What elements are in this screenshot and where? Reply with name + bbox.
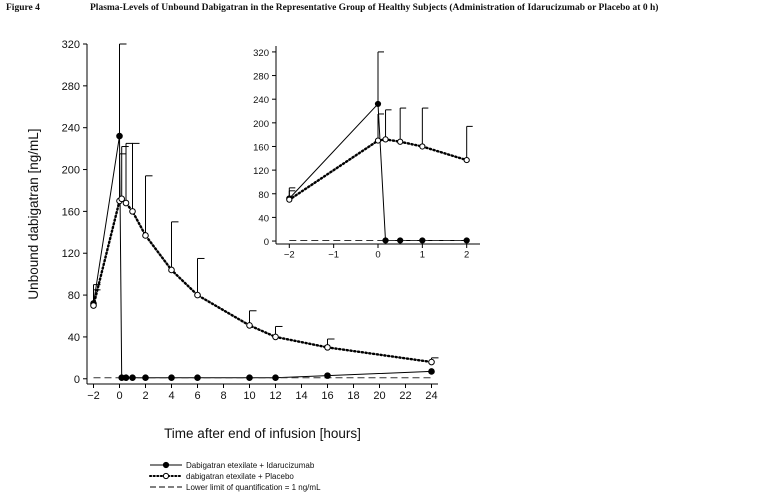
inset-x-tick-label: −1 [328,250,339,261]
inset-y-tick-label: 0 [264,237,269,248]
main-x-tick-label: 2 [142,390,148,402]
inset-y-tick-label: 200 [253,119,269,130]
main-x-tick-label: 16 [321,390,333,402]
inset-x-tick-label: 1 [420,250,425,261]
main-series-1-point [194,291,201,299]
inset-series-0-point [374,100,382,108]
inset-y-tick-label: 120 [253,166,269,177]
legend-marker-1 [162,472,170,480]
main-x-axis-label: Time after end of infusion [hours] [164,426,361,441]
main-y-tick-label: 120 [62,248,80,260]
legend-item-label: Lower limit of quantification = 1 ng/mL [186,483,321,492]
main-x-tick-label: 22 [399,390,411,402]
inset-series-0-point [382,237,389,244]
main-series-0-point [324,372,331,379]
inset-x-tick-label: −2 [284,250,295,261]
main-x-tick-label: 14 [295,390,307,402]
figure-title-text: Plasma-Levels of Unbound Dabigatran in t… [90,3,659,13]
inset-y-tick-label: 40 [258,213,269,224]
main-x-tick-label: 18 [347,390,359,402]
main-series-0-point [142,374,149,382]
figure-title: Figure 4 Plasma-Levels of Unbound Dabigat… [6,3,658,13]
main-series-0-point [428,368,435,375]
main-series-1-point [122,199,130,207]
main-x-tick-label: 8 [220,390,226,402]
legend-marker-0 [162,461,170,469]
main-y-tick-label: 0 [74,374,80,386]
inset-y-tick-label: 160 [253,142,269,153]
legend-item-label: dabigatran etexilate + Placebo [186,472,294,481]
main-series-1-point [272,333,279,341]
inset-x-tick-label: 2 [464,250,469,261]
main-y-tick-label: 200 [62,165,80,177]
main-x-tick-label: 6 [194,390,200,402]
main-y-tick-label: 160 [62,206,80,218]
main-y-tick-label: 320 [62,39,80,51]
main-x-tick-label: 24 [425,390,437,402]
inset-series-0-point [397,237,404,244]
main-series-1-point [129,208,136,215]
main-y-tick-label: 280 [62,81,80,93]
inset-series-1-point [382,136,389,143]
inset-y-tick-label: 320 [253,48,269,59]
main-x-tick-label: 10 [243,390,255,402]
main-series-1-point [90,302,97,309]
main-x-tick-label: 20 [373,390,385,402]
inset-series-1-point [419,143,426,150]
main-series-0-point [116,132,123,140]
main-y-tick-label: 240 [62,123,80,135]
main-x-tick-label: −2 [87,390,100,402]
figure-number: Figure 4 [6,3,40,13]
main-series-0-point [246,374,253,382]
inset-series-1-point [374,137,382,144]
legend-item-label: Dabigatran etexilate + Idarucizumab [186,461,315,470]
main-series-0-point [122,374,130,382]
main-series-1-point [324,344,331,351]
main-x-tick-label: 0 [116,390,122,402]
inset-x-tick-label: 0 [375,250,380,261]
main-y-axis-label: Unbound dabigatran [ng/mL] [26,128,41,299]
main-series-0-point [168,374,175,382]
inset-series-1-point [397,138,404,145]
main-x-tick-label: 4 [168,390,174,402]
inset-series-0-point [463,237,470,244]
inset-series-1-line [288,138,468,201]
main-series-1-point [142,232,149,239]
main-series-0-point [129,374,136,382]
main-series-0-point [194,374,201,382]
inset-series-0-point [419,237,426,244]
main-series-1-point [246,322,253,329]
inset-y-tick-label: 280 [253,72,269,83]
main-series-1-point [118,195,126,203]
inset-series-1-point [463,156,470,164]
main-series-1-point [168,266,175,274]
main-x-tick-label: 12 [269,390,281,402]
main-y-tick-label: 80 [68,290,80,302]
main-series-1-point [428,358,435,366]
inset-y-tick-label: 240 [253,95,269,106]
main-series-0-point [272,374,279,382]
main-y-tick-label: 40 [68,332,80,344]
inset-series-1-point [286,196,293,203]
inset-y-tick-label: 80 [258,190,269,201]
